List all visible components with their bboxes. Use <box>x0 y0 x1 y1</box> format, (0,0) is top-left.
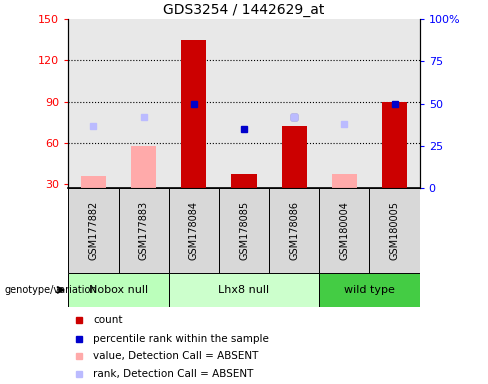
Bar <box>119 188 169 273</box>
Bar <box>219 19 269 188</box>
Text: rank, Detection Call = ABSENT: rank, Detection Call = ABSENT <box>93 369 253 379</box>
Bar <box>68 273 169 307</box>
Text: Lhx8 null: Lhx8 null <box>219 285 269 295</box>
Bar <box>231 174 257 188</box>
Text: value, Detection Call = ABSENT: value, Detection Call = ABSENT <box>93 351 258 361</box>
Text: GSM177883: GSM177883 <box>139 201 149 260</box>
Bar <box>68 188 119 273</box>
Bar <box>369 19 420 188</box>
Bar <box>319 19 369 188</box>
Text: GSM177882: GSM177882 <box>88 201 99 260</box>
Bar <box>219 188 269 273</box>
Text: GSM180004: GSM180004 <box>339 201 349 260</box>
Bar <box>81 176 106 188</box>
Bar <box>169 19 219 188</box>
Bar <box>181 40 206 188</box>
Bar <box>119 19 169 188</box>
Text: count: count <box>93 315 122 325</box>
Bar <box>269 19 319 188</box>
Bar <box>369 188 420 273</box>
Text: genotype/variation: genotype/variation <box>5 285 98 295</box>
Bar <box>169 273 319 307</box>
Text: GSM180005: GSM180005 <box>389 201 400 260</box>
Bar <box>332 174 357 188</box>
Text: percentile rank within the sample: percentile rank within the sample <box>93 334 269 344</box>
Bar <box>269 188 319 273</box>
Title: GDS3254 / 1442629_at: GDS3254 / 1442629_at <box>163 3 325 17</box>
Bar <box>131 146 156 188</box>
Text: GSM178086: GSM178086 <box>289 201 299 260</box>
Text: GSM178084: GSM178084 <box>189 201 199 260</box>
Text: Nobox null: Nobox null <box>89 285 148 295</box>
Bar <box>169 188 219 273</box>
Bar <box>382 102 407 188</box>
Text: wild type: wild type <box>344 285 395 295</box>
Text: GSM178085: GSM178085 <box>239 201 249 260</box>
Bar <box>68 19 119 188</box>
Bar <box>282 126 307 188</box>
Bar <box>319 188 369 273</box>
Bar <box>319 273 420 307</box>
